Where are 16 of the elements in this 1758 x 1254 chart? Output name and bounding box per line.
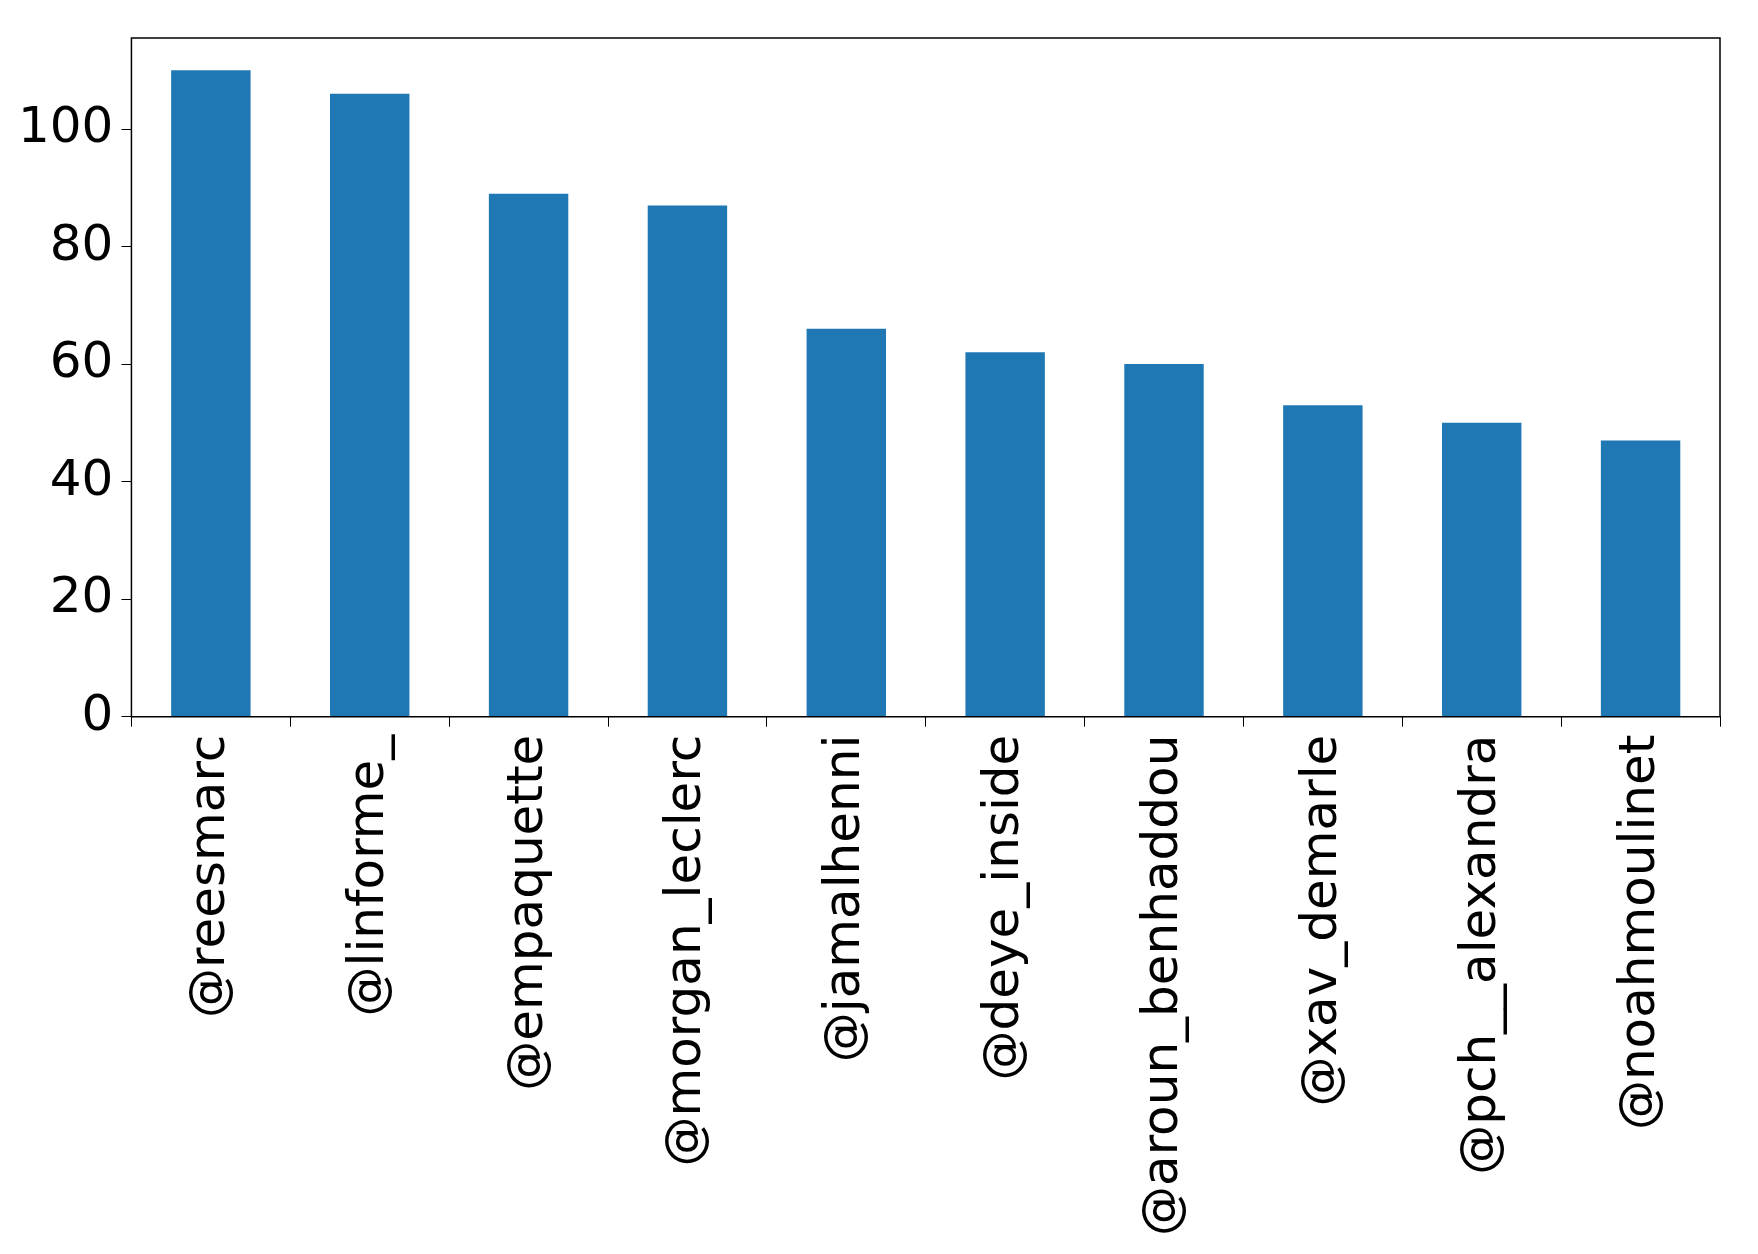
x-tick-label: @linforme_: [336, 733, 395, 1017]
x-tick-label: @noahmoulinet: [1607, 734, 1666, 1131]
y-tick-label: 100: [18, 96, 114, 155]
x-tick-label: @empaquette: [495, 734, 554, 1091]
x-tick-label: @deye_inside: [972, 734, 1031, 1081]
x-tick-label: @reesmarc: [177, 734, 236, 1018]
x-tick-label: @aroun_benhaddou: [1130, 734, 1189, 1236]
y-tick-label: 20: [49, 566, 114, 625]
x-tick-label: @morgan_leclerc: [654, 734, 713, 1167]
y-tick-label: 60: [49, 331, 114, 390]
y-tick-label: 0: [81, 683, 114, 742]
x-tick-label: @jamalhenni: [813, 734, 872, 1063]
y-tick-label: 40: [49, 448, 114, 507]
x-tick-label: @xav_demarle: [1289, 734, 1348, 1107]
y-tick-label: 80: [49, 213, 114, 272]
x-tick-label: @pch__alexandra: [1448, 734, 1507, 1175]
